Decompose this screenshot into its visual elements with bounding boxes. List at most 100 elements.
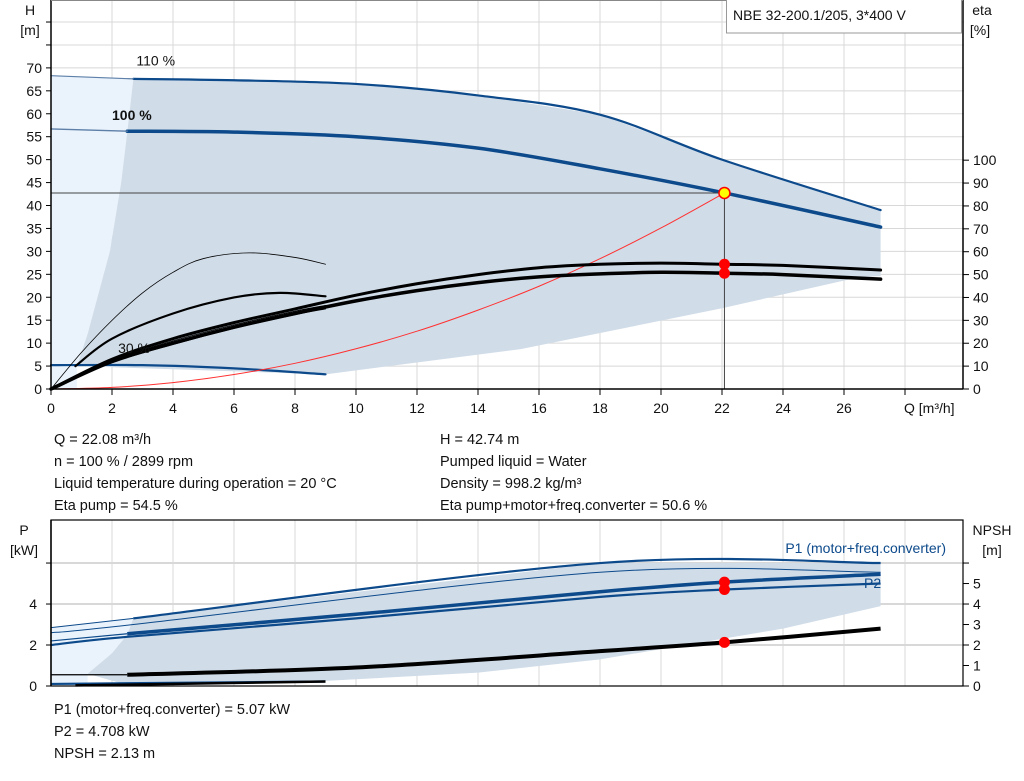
power-tick-label: 4 — [29, 596, 37, 612]
flow-tick-label: 16 — [531, 400, 547, 416]
pump-title-box — [726, 0, 962, 34]
results-right: H = 42.74 m Pumped liquid = Water Densit… — [440, 429, 707, 517]
power-axis-label: P — [19, 522, 28, 538]
npsh-axis-label: NPSH — [973, 522, 1012, 538]
result-flow: Q = 22.08 m³/h — [54, 432, 152, 448]
speed-label: 30 % — [118, 340, 150, 356]
result-npsh: NPSH = 2.13 m — [54, 746, 156, 762]
head-tick-label: 65 — [26, 83, 42, 99]
head-tick-label: 45 — [26, 175, 42, 191]
p1-label: P1 (motor+freq.converter) — [785, 540, 946, 556]
curve-eta-low-thin — [50, 252, 326, 390]
head-tick-label: 5 — [34, 358, 42, 374]
head-tick-label: 50 — [26, 152, 42, 168]
eta-tick-label: 0 — [973, 381, 981, 397]
curve-p2-110 — [50, 567, 881, 634]
flow-tick-label: 26 — [836, 400, 852, 416]
curve-h-110 — [132, 77, 882, 212]
head-tick-label: 30 — [26, 243, 42, 259]
power-tick-label: 2 — [29, 637, 37, 653]
result-density: Density = 998.2 kg/m³ — [440, 476, 582, 492]
power-axis-unit: [kW] — [10, 542, 38, 558]
curve-h-100-ext — [50, 128, 128, 132]
head-operating-range — [76, 78, 881, 375]
result-p2: P2 = 4.708 kW — [54, 724, 150, 740]
eta-tick-label: 90 — [973, 175, 989, 191]
flow-tick-label: 20 — [653, 400, 669, 416]
result-p1: P1 (motor+freq.converter) = 5.07 kW — [54, 702, 291, 718]
results-power: P1 (motor+freq.converter) = 5.07 kW P2 =… — [54, 699, 290, 765]
flow-tick-label: 4 — [169, 400, 177, 416]
npsh-tick-label: 2 — [973, 637, 981, 653]
npsh-tick-label: 1 — [973, 658, 981, 674]
eta-tick-label: 50 — [973, 267, 989, 283]
flow-tick-label: 8 — [291, 400, 299, 416]
curve-system-curve — [50, 192, 725, 390]
eta-total-point — [718, 267, 730, 279]
curve-p1-100-ext — [50, 633, 128, 642]
head-tick-label: 25 — [26, 266, 42, 282]
head-operating-range-light — [51, 75, 134, 390]
curve-h-110-ext — [50, 75, 134, 80]
result-head: H = 42.74 m — [440, 432, 520, 448]
curve-eta-low-speed — [74, 291, 327, 368]
eta-tick-label: 20 — [973, 335, 989, 351]
eta-axis-unit: [%] — [970, 22, 990, 38]
speed-label: 100 % — [112, 107, 152, 123]
flow-tick-label: 2 — [108, 400, 116, 416]
pump-title: NBE 32-200.1/205, 3*400 V — [733, 7, 906, 23]
curve-npsh-low — [75, 680, 326, 687]
npsh-tick-label: 5 — [973, 576, 981, 592]
result-speed: n = 100 % / 2899 rpm — [54, 454, 194, 470]
eta-tick-label: 80 — [973, 198, 989, 214]
flow-tick-label: 22 — [714, 400, 730, 416]
eta-tick-label: 70 — [973, 221, 989, 237]
head-tick-label: 70 — [26, 60, 42, 76]
flow-axis-label: Q [m³/h] — [904, 400, 955, 416]
npsh-point — [718, 636, 730, 648]
flow-tick-label: 14 — [470, 400, 486, 416]
head-tick-label: 15 — [26, 312, 42, 328]
eta-tick-label: 40 — [973, 289, 989, 305]
result-liquid-temp: Liquid temperature during operation = 20… — [54, 476, 337, 492]
eta-pump-point — [718, 258, 730, 270]
eta-tick-label: 100 — [973, 152, 997, 168]
curve-p1-110 — [133, 557, 881, 620]
duty-point — [718, 186, 731, 200]
result-eta-total: Eta pump+motor+freq.converter = 50.6 % — [440, 498, 708, 514]
head-tick-label: 0 — [34, 381, 42, 397]
curve-p1-110-ext — [50, 617, 134, 629]
npsh-axis-unit: [m] — [982, 542, 1001, 558]
eta-axis-label: eta — [972, 2, 992, 18]
flow-tick-label: 6 — [230, 400, 238, 416]
flow-tick-label: 0 — [47, 400, 55, 416]
npsh-tick-label: 0 — [973, 678, 981, 694]
curve-p1-100 — [127, 572, 881, 636]
head-tick-label: 10 — [26, 335, 42, 351]
head-axis-label: H — [25, 2, 35, 18]
flow-tick-label: 18 — [592, 400, 608, 416]
npsh-tick-label: 4 — [973, 596, 981, 612]
curve-p2-100 — [50, 582, 881, 647]
head-tick-label: 20 — [26, 289, 42, 305]
curve-eta-thin-b — [50, 308, 326, 390]
head-tick-label: 40 — [26, 198, 42, 214]
flow-tick-label: 12 — [409, 400, 425, 416]
power-series-group — [50, 557, 881, 687]
result-eta-pump: Eta pump = 54.5 % — [54, 498, 178, 514]
eta-tick-label: 10 — [973, 358, 989, 374]
result-pumped-liquid: Pumped liquid = Water — [440, 454, 587, 470]
flow-tick-label: 10 — [348, 400, 364, 416]
p2-label: P2 — [864, 575, 881, 591]
eta-tick-label: 60 — [973, 244, 989, 260]
curve-npsh-100 — [127, 626, 881, 677]
speed-label: 110 % — [136, 53, 175, 69]
flow-tick-label: 24 — [775, 400, 791, 416]
plot-background — [51, 0, 964, 390]
eta-tick-label: 30 — [973, 312, 989, 328]
npsh-tick-label: 3 — [973, 617, 981, 633]
results-left: Q = 22.08 m³/h n = 100 % / 2899 rpm Liqu… — [54, 429, 337, 517]
power-operating-range — [87, 563, 881, 685]
